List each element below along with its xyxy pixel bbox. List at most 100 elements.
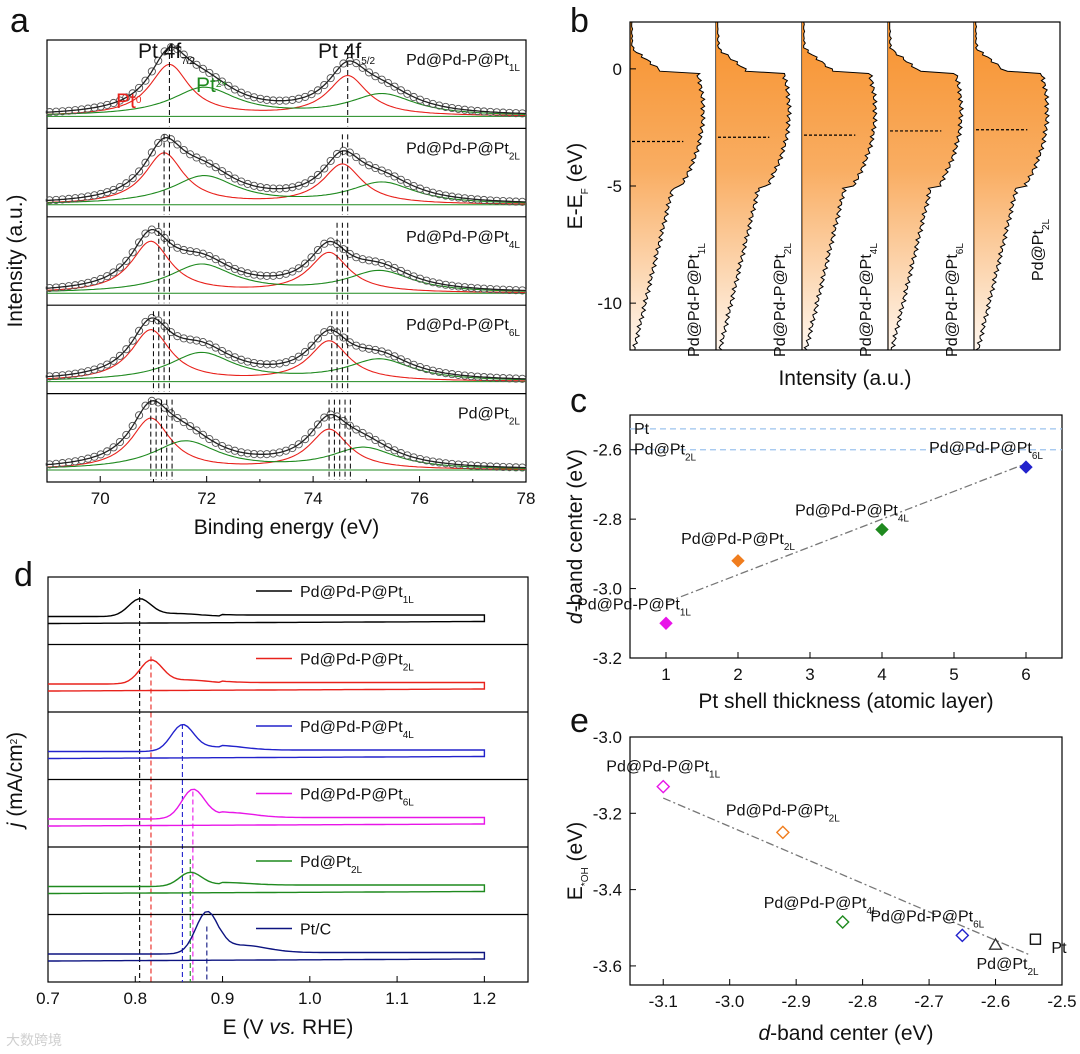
trend-line — [662, 797, 1030, 956]
pt2-component-line — [46, 86, 526, 115]
data-point — [364, 432, 374, 441]
data-point — [135, 326, 144, 335]
data-point — [345, 421, 354, 430]
data-point-marker — [955, 928, 970, 943]
data-point — [320, 164, 329, 173]
data-point — [358, 343, 367, 352]
x-tick-label: 4 — [877, 665, 886, 684]
y-tick-label: -5 — [607, 177, 622, 196]
pt2-component-line — [47, 351, 527, 381]
fit-envelope-line — [46, 400, 527, 469]
data-point — [198, 156, 207, 165]
series-legend-label: Pd@Pd-P@Pt2L — [300, 652, 414, 674]
data-point-marker — [656, 779, 671, 794]
data-point — [313, 245, 322, 255]
data-point-marker — [875, 522, 889, 537]
dos-series-label: Pd@Pd-P@Pt1L — [686, 243, 708, 357]
pt2-component-line — [46, 440, 526, 469]
pt0-component-line — [46, 240, 526, 293]
data-point — [218, 346, 227, 356]
data-point — [192, 426, 201, 435]
data-point — [364, 68, 374, 77]
data-point — [128, 336, 137, 345]
data-point — [122, 345, 131, 354]
data-point-label: Pd@Pd-P@Pt4L — [764, 895, 878, 917]
reference-line-label: Pt — [634, 421, 650, 438]
pt0-component-line — [46, 417, 526, 470]
data-point — [166, 239, 176, 248]
data-point — [307, 428, 316, 437]
trend-line — [665, 462, 1027, 604]
data-point — [435, 101, 444, 110]
data-point — [358, 428, 367, 438]
data-point — [211, 255, 220, 264]
data-point — [224, 81, 233, 90]
data-point — [428, 99, 437, 108]
fit-envelope-line — [46, 228, 527, 292]
data-point — [294, 440, 303, 449]
data-point — [409, 453, 418, 462]
data-point — [384, 443, 393, 452]
x-tick-label: 6 — [1021, 665, 1030, 684]
data-point — [384, 169, 393, 178]
data-point — [192, 60, 201, 69]
data-point — [339, 245, 348, 254]
panel-a-frame — [46, 39, 527, 483]
data-point — [186, 422, 195, 431]
data-point-label: Pd@Pd-P@Pt2L — [726, 802, 840, 824]
y-axis-title: E*OH (eV) — [564, 822, 591, 900]
data-point — [115, 263, 124, 272]
y-tick-label: -2.6 — [593, 441, 622, 460]
data-point-marker — [775, 825, 790, 840]
data-point — [211, 73, 220, 82]
data-point-label: Pt — [1051, 940, 1067, 957]
x-tick-label: 1.0 — [298, 989, 322, 1008]
fit-envelope-line — [46, 136, 526, 203]
data-point — [122, 256, 131, 265]
data-point-marker — [731, 554, 745, 568]
x-tick-label: 5 — [949, 665, 958, 684]
x-tick-label: -2.9 — [782, 992, 811, 1011]
data-point — [173, 413, 182, 423]
data-point — [345, 148, 354, 157]
data-point — [243, 357, 252, 366]
data-point — [230, 85, 239, 94]
data-point-label: Pd@Pd-P@Pt6L — [929, 440, 1043, 462]
x-tick-label: 3 — [805, 665, 814, 684]
data-point — [294, 352, 303, 361]
data-point — [428, 278, 437, 287]
data-point — [179, 418, 188, 427]
x-axis-title: E (V vs. RHE) — [223, 1016, 354, 1039]
data-point — [339, 416, 348, 426]
data-point — [154, 138, 163, 147]
data-point — [198, 430, 207, 439]
data-point — [249, 181, 259, 190]
data-point — [326, 74, 335, 83]
series-label: Pd@Pt2L — [458, 406, 520, 428]
series-label: Pd@Pd-P@Pt1L — [406, 52, 520, 74]
data-point — [205, 159, 214, 168]
data-point — [435, 279, 444, 288]
y-tick-label: 0 — [613, 60, 622, 79]
x-tick-label: 70 — [91, 489, 110, 508]
data-point — [135, 238, 144, 247]
data-point — [96, 450, 105, 459]
data-point — [141, 229, 150, 238]
series-legend-label: Pd@Pd-P@Pt4L — [300, 719, 414, 741]
pt2-component-line — [47, 263, 527, 292]
data-point — [147, 148, 156, 157]
data-point — [320, 80, 329, 90]
data-point — [211, 343, 220, 352]
data-point — [218, 167, 227, 176]
data-point-label: Pd@Pt2L — [977, 956, 1039, 978]
data-point — [141, 317, 150, 326]
data-point — [435, 367, 444, 377]
data-point — [186, 150, 195, 159]
data-point — [428, 366, 437, 375]
x-tick-label: 2 — [733, 665, 742, 684]
data-point — [358, 255, 367, 264]
x-tick-label: -2.7 — [914, 992, 943, 1011]
data-point — [154, 227, 163, 237]
data-point — [109, 356, 118, 365]
data-point-label: Pd@Pd-P@Pt2L — [681, 531, 795, 553]
